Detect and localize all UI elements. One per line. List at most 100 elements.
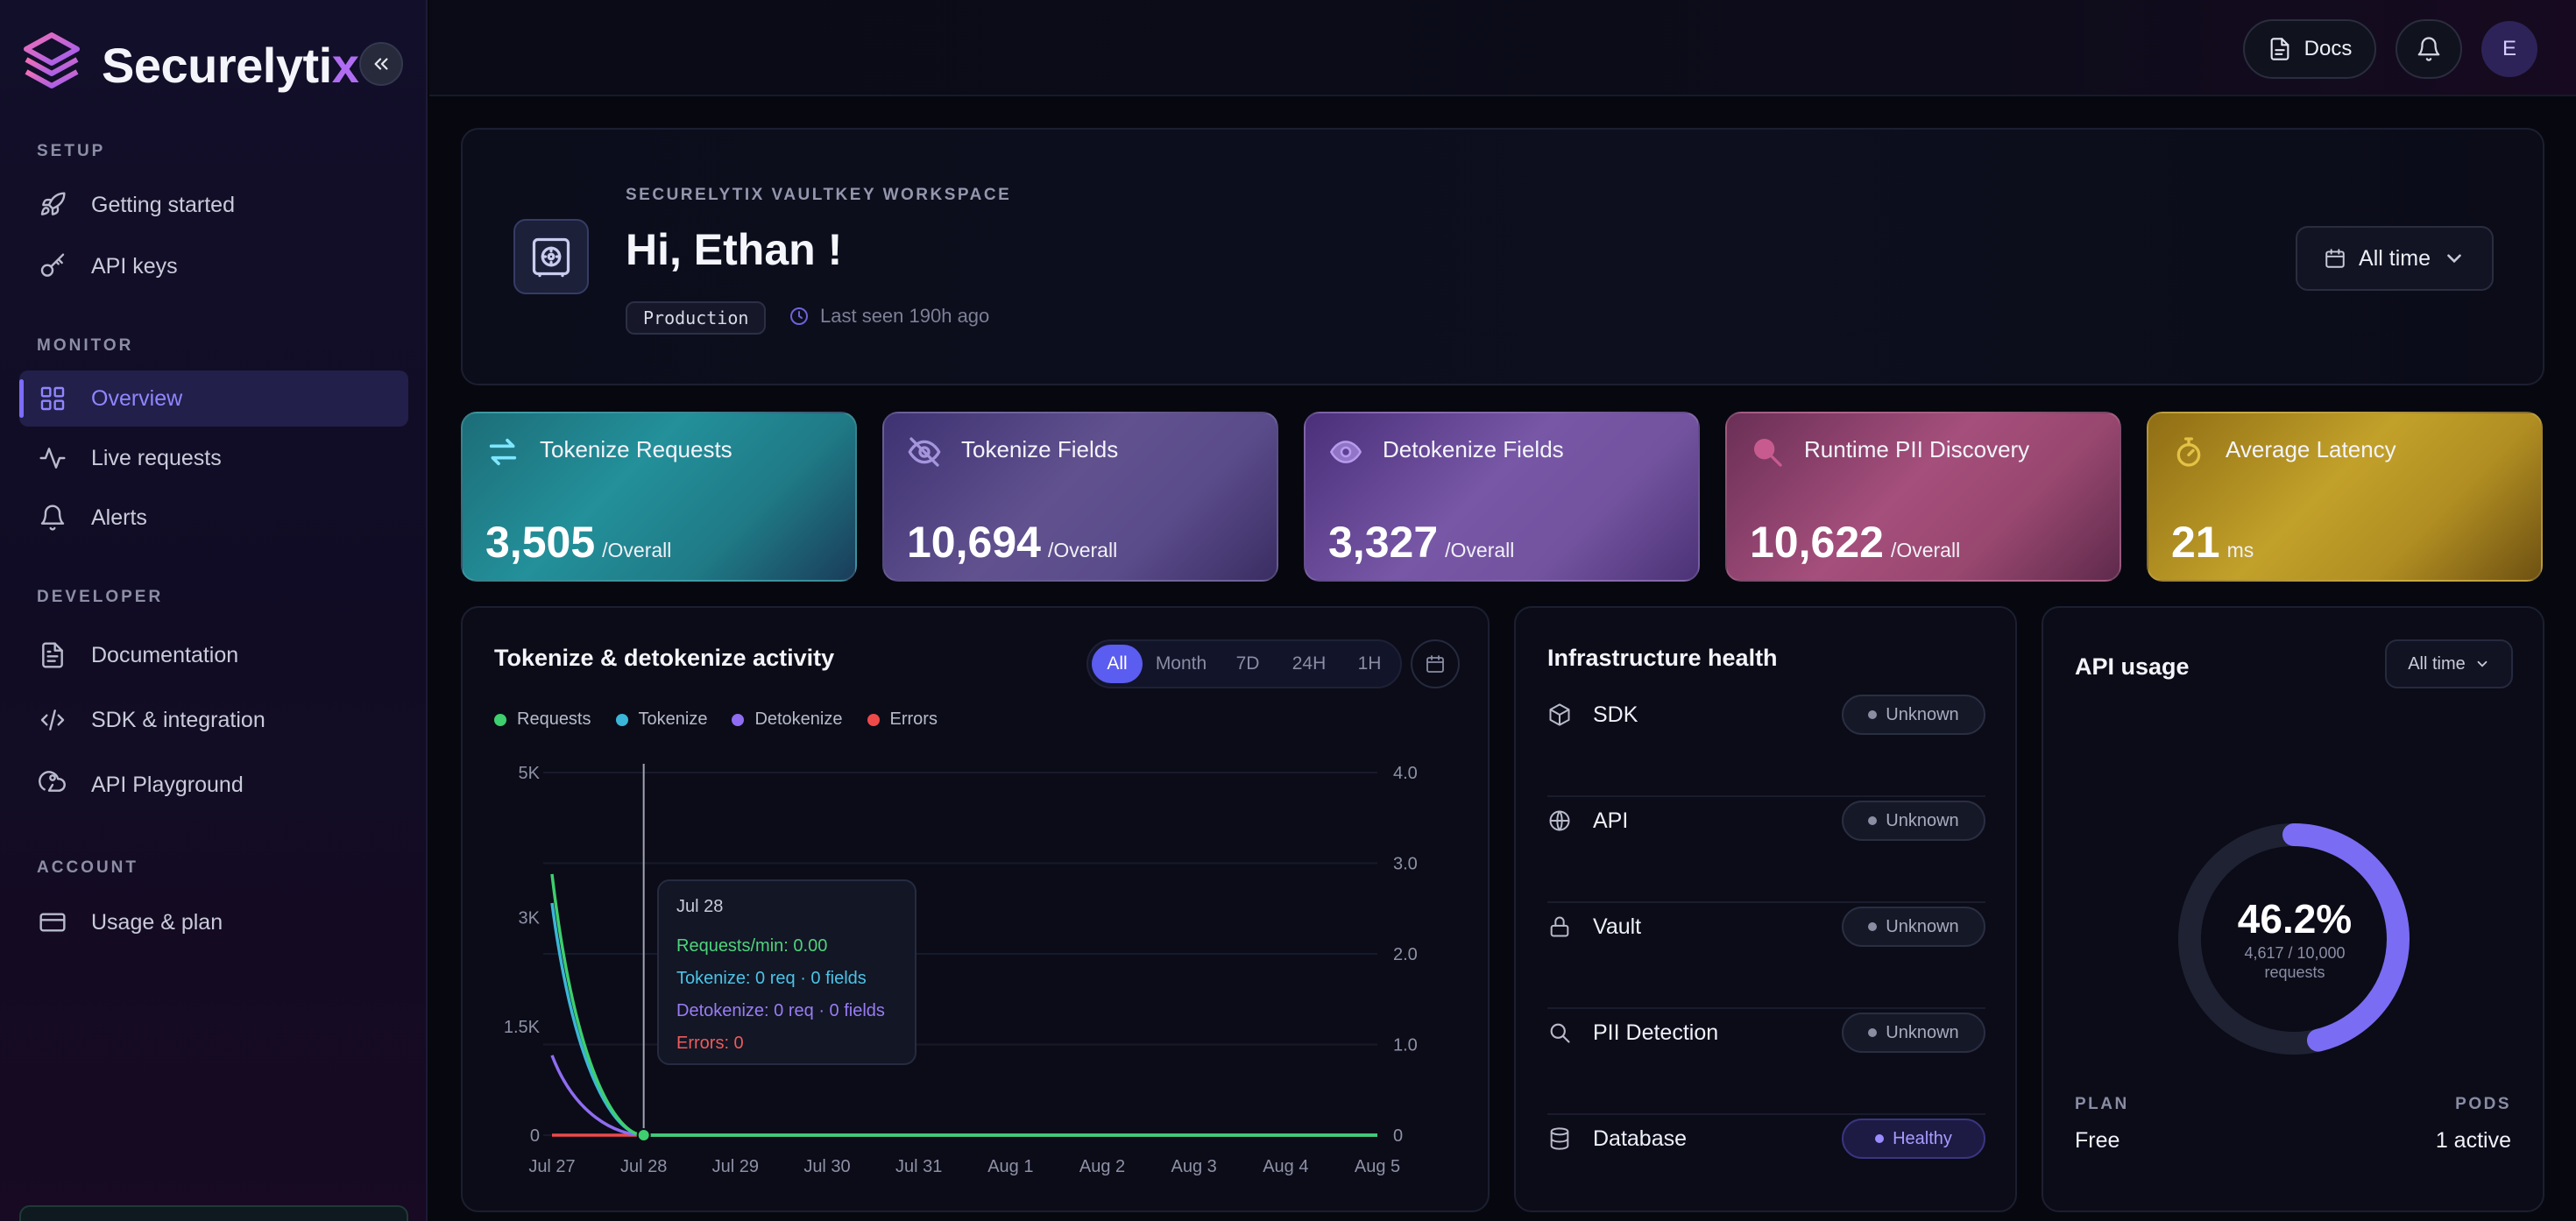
range-tabs: All Month 7D 24H 1H <box>1086 639 1402 688</box>
swap-arrows-icon <box>489 438 517 466</box>
plan-value: Free <box>2075 1128 2120 1153</box>
tooltip-errors: Errors: 0 <box>676 1034 744 1053</box>
docs-button[interactable]: Docs <box>2243 19 2376 79</box>
notifications-button[interactable] <box>2396 19 2462 79</box>
avatar[interactable]: E <box>2481 21 2537 77</box>
tab-all[interactable]: All <box>1092 645 1143 683</box>
sidebar-item-usage-plan[interactable]: Usage & plan <box>19 894 408 950</box>
calendar-icon <box>2325 249 2345 268</box>
chevron-down-icon <box>2477 660 2488 667</box>
x-tick-label: Aug 4 <box>1263 1157 1308 1176</box>
infra-row-api[interactable]: API Unknown <box>1547 796 1985 845</box>
vault-safe-icon <box>532 237 570 278</box>
chevron-down-icon <box>2447 254 2461 264</box>
plan-label: PLAN <box>2075 1095 2129 1113</box>
y2-tick-label: 1.0 <box>1393 1036 1418 1055</box>
sidebar-item-alerts[interactable]: Alerts <box>19 490 408 546</box>
infra-name: API <box>1593 808 1629 833</box>
sidebar-item-live-requests[interactable]: Live requests <box>19 430 408 486</box>
nav-section-account: ACCOUNT <box>37 858 138 877</box>
stat-card-runtime-pii-discovery[interactable]: Runtime PII Discovery 10,622/Overall <box>1725 412 2121 582</box>
date-range-select[interactable]: All time <box>2296 226 2494 291</box>
legend-item-detokenize[interactable]: Detokenize <box>732 709 843 730</box>
sidebar-item-documentation[interactable]: Documentation <box>19 627 408 683</box>
tooltip-date: Jul 28 <box>676 897 724 916</box>
legend-item-requests[interactable]: Requests <box>494 709 591 730</box>
pods-label: PODS <box>2455 1095 2511 1113</box>
stat-value: 21 ms <box>2171 518 2254 567</box>
sidebar-footer-card[interactable] <box>19 1205 408 1221</box>
divider <box>1547 795 1985 797</box>
infra-row-pii-detection[interactable]: PII Detection Unknown <box>1547 1008 1985 1057</box>
infrastructure-health-card: Infrastructure health SDK Unknown API Un… <box>1514 606 2017 1212</box>
activity-chart-card: Tokenize & detokenize activity All Month… <box>461 606 1490 1212</box>
environment-badge: Production <box>626 301 767 335</box>
api-usage-title: API usage <box>2075 653 2190 680</box>
clock-icon <box>790 307 808 325</box>
search-icon <box>1754 438 1782 467</box>
status-badge: Healthy <box>1842 1119 1985 1159</box>
usage-range-select[interactable]: All time <box>2385 639 2513 688</box>
sidebar-item-label: Overview <box>91 385 183 411</box>
welcome-card: SECURELYTIX VAULTKEY WORKSPACE Hi, Ethan… <box>461 128 2544 385</box>
stat-value: 10,694/Overall <box>907 518 1118 567</box>
cube-icon <box>1549 703 1570 726</box>
infra-row-vault[interactable]: Vault Unknown <box>1547 902 1985 951</box>
y-tick-label: 1.5K <box>504 1018 541 1037</box>
stat-card-average-latency[interactable]: Average Latency 21 ms <box>2147 412 2543 582</box>
nav-section-setup: SETUP <box>37 142 106 160</box>
sidebar-item-label: SDK & integration <box>91 707 265 732</box>
custom-range-button[interactable] <box>1411 639 1460 688</box>
status-badge: Unknown <box>1842 907 1985 947</box>
stat-card-detokenize-fields[interactable]: Detokenize Fields 3,327/Overall <box>1304 412 1700 582</box>
sidebar-item-api-keys[interactable]: API keys <box>19 238 408 294</box>
sidebar-item-sdk-integration[interactable]: SDK & integration <box>19 692 408 748</box>
legend-item-errors[interactable]: Errors <box>867 709 938 730</box>
tab-24h[interactable]: 24H <box>1292 653 1327 674</box>
nav-section-developer: DEVELOPER <box>37 588 164 606</box>
brand[interactable]: Securelytix <box>23 32 359 98</box>
collapse-sidebar-button[interactable] <box>359 42 403 86</box>
stopwatch-icon <box>2176 437 2201 467</box>
activity-line-chart[interactable]: 0 1.0 2.0 3.0 4.0 0 1.5K 3K 5K Jul 27 Jul 28 Jul 29… <box>463 608 1491 1214</box>
globe-icon <box>1549 810 1570 831</box>
infra-row-sdk[interactable]: SDK Unknown <box>1547 690 1985 739</box>
tooltip-tokenize: Tokenize: 0 req · 0 fields <box>676 969 867 988</box>
y-tick-label: 3K <box>519 909 541 928</box>
sidebar-item-overview[interactable]: Overview <box>19 371 408 427</box>
page-title: Hi, Ethan ! <box>626 225 843 274</box>
sidebar: Securelytix SETUP Getting started API ke… <box>0 0 428 1221</box>
grid-icon <box>40 386 65 411</box>
infra-row-database[interactable]: Database Healthy <box>1547 1114 1985 1163</box>
y2-tick-label: 2.0 <box>1393 945 1418 964</box>
x-tick-label: Jul 27 <box>528 1157 575 1176</box>
infra-name: SDK <box>1593 702 1638 727</box>
sidebar-item-api-playground[interactable]: API Playground <box>19 757 408 813</box>
brand-name: Securelytix <box>102 37 359 93</box>
nav-section-monitor: MONITOR <box>37 336 134 355</box>
x-tick-label: Aug 2 <box>1079 1157 1125 1176</box>
tab-1h[interactable]: 1H <box>1357 653 1382 674</box>
stat-title: Tokenize Fields <box>961 436 1119 462</box>
chart-tooltip: Jul 28 Requests/min: 0.00 Tokenize: 0 re… <box>657 879 916 1065</box>
stat-card-tokenize-fields[interactable]: Tokenize Fields 10,694/Overall <box>882 412 1278 582</box>
document-icon <box>42 642 63 668</box>
document-icon <box>2270 38 2289 60</box>
status-badge: Unknown <box>1842 695 1985 735</box>
tab-7d[interactable]: 7D <box>1235 653 1260 674</box>
webhook-icon <box>39 771 66 792</box>
legend-dot <box>867 713 880 726</box>
legend-dot <box>494 713 506 726</box>
status-badge: Unknown <box>1842 1013 1985 1053</box>
bell-icon <box>2417 37 2440 61</box>
api-usage-card: API usage All time 46.2% 4,617 / 10,000 … <box>2042 606 2544 1212</box>
sidebar-item-label: Getting started <box>91 192 235 217</box>
bell-icon <box>40 505 65 531</box>
stat-value: 3,505/Overall <box>485 518 672 567</box>
y-tick-label: 0 <box>530 1126 540 1146</box>
stat-card-tokenize-requests[interactable]: Tokenize Requests 3,505/Overall <box>461 412 857 582</box>
sidebar-item-getting-started[interactable]: Getting started <box>19 177 408 233</box>
search-icon <box>1550 1023 1570 1043</box>
tab-month[interactable]: Month <box>1155 653 1207 674</box>
legend-item-tokenize[interactable]: Tokenize <box>615 709 707 730</box>
